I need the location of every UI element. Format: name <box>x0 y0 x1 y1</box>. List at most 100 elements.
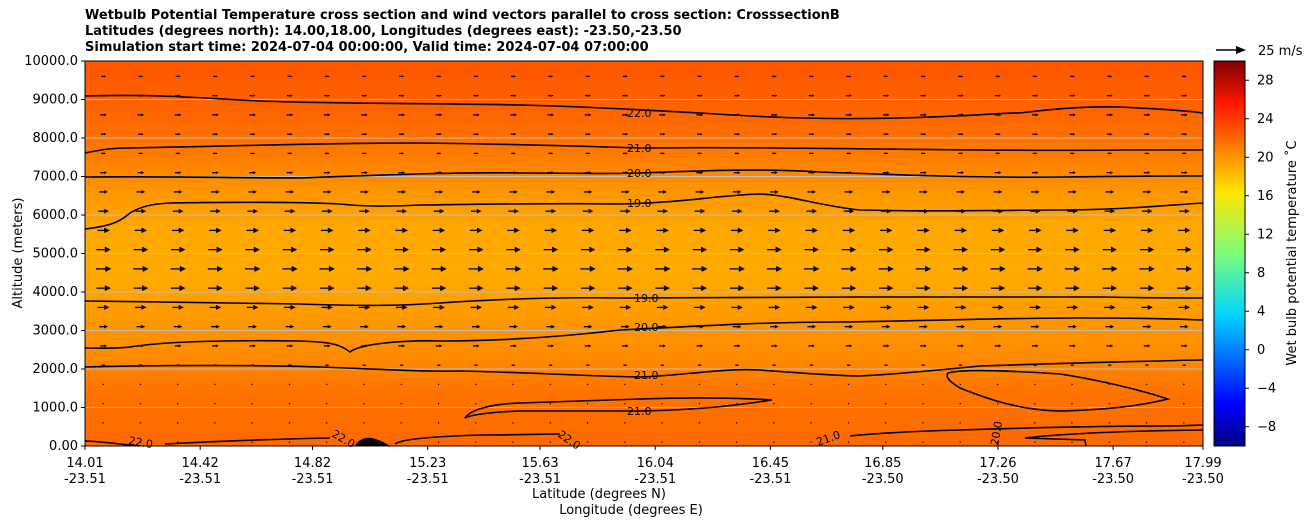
wind-arrow-head <box>849 208 855 214</box>
wind-arrow-head <box>811 132 815 136</box>
wind-arrow-head <box>812 208 817 214</box>
wind-arrow-head <box>812 189 817 194</box>
wind-arrow-head <box>290 171 294 175</box>
y-axis: 0.00 1000.0 2000.0 3000.0 4000.0 5000.0 6000.0… <box>24 54 85 454</box>
colorbar-tick-label: 4 <box>1257 304 1265 319</box>
wind-arrow-head <box>142 246 149 253</box>
wind-arrow-head <box>141 324 146 329</box>
wind-arrow-head <box>475 402 477 405</box>
wind-arrow-head <box>103 75 107 78</box>
wind-arrow-head <box>588 189 593 194</box>
wind-arrow-head <box>1183 402 1185 405</box>
wind-arrow-head <box>661 402 664 405</box>
contour-label: 19.0 <box>634 292 659 305</box>
wind-arrow-head <box>402 94 405 97</box>
wind-arrow-head <box>403 265 410 272</box>
wind-arrow-head <box>998 189 1003 194</box>
wind-arrow-head <box>178 208 184 214</box>
wind-arrow-head <box>588 344 592 348</box>
wind-arrow-head <box>476 364 479 367</box>
wind-arrow-head <box>737 75 740 78</box>
wind-arrow-head <box>847 421 850 424</box>
wind-arrow-head <box>551 132 554 136</box>
wind-arrow-head <box>102 421 105 424</box>
wind-arrow-head <box>663 285 670 292</box>
wind-arrow-head <box>1110 324 1115 329</box>
wind-arrow-head <box>960 364 963 367</box>
wind-arrow-head <box>552 265 559 272</box>
wind-arrow-head <box>363 383 365 386</box>
wind-arrow-head <box>923 132 927 136</box>
chart-title: Wetbulb Potential Temperature cross sect… <box>85 8 840 56</box>
wind-arrow-head <box>1034 441 1036 444</box>
wind-arrow-head <box>141 208 147 214</box>
wind-arrow-head <box>290 152 293 155</box>
contour-label: 21.0 <box>634 369 659 382</box>
wind-arrow-head <box>104 189 108 194</box>
wind-arrow-head <box>1110 132 1113 136</box>
wind-arrow-head <box>1072 364 1075 367</box>
wind-arrow-head <box>366 265 373 272</box>
wind-arrow-head <box>1184 113 1188 117</box>
wind-arrow-head <box>774 152 777 155</box>
wind-arrow-head <box>774 324 779 329</box>
wind-arrow-head <box>215 208 221 214</box>
wind-arrow-head <box>624 441 626 444</box>
wind-arrow-head <box>1035 189 1040 194</box>
wind-arrow-head <box>438 441 440 444</box>
wind-arrow-head <box>141 227 148 234</box>
wind-arrow-head <box>328 285 335 292</box>
y-tick-label: 1000.0 <box>33 401 79 416</box>
wind-arrow-head <box>923 324 928 329</box>
wind-arrow-head <box>887 285 894 292</box>
wind-arrow-head <box>252 75 256 78</box>
wind-arrow-head <box>1035 75 1038 78</box>
wind-arrow-head <box>439 75 442 78</box>
wind-arrow-head <box>215 344 219 348</box>
x-tick-label-lon: -23.50 <box>1092 472 1134 487</box>
wind-arrow-head <box>290 132 293 136</box>
wind-arrow-head <box>326 421 328 424</box>
wind-arrow-head <box>810 421 813 424</box>
wind-arrow-head <box>178 304 184 310</box>
wind-arrow-head <box>288 441 291 444</box>
wind-arrow-head <box>1035 171 1039 175</box>
wind-arrow-head <box>737 304 743 310</box>
wind-arrow-head <box>216 304 222 310</box>
wind-arrow-head <box>1186 265 1193 272</box>
wind-arrow-head <box>402 246 409 253</box>
y-tick-label: 3000.0 <box>33 324 79 339</box>
colorbar-tick-label: 16 <box>1257 189 1274 204</box>
colorbar-tick-label: 12 <box>1257 227 1274 242</box>
wind-arrow-head <box>812 304 818 310</box>
wind-arrow-head <box>700 94 703 97</box>
wind-arrow-head <box>215 152 218 155</box>
wind-arrow-head <box>587 402 589 405</box>
wind-arrow-head <box>922 383 924 386</box>
wind-arrow-head <box>476 132 480 136</box>
x-tick-label-lon: -23.50 <box>1182 472 1224 487</box>
wind-arrow-head <box>1035 132 1039 136</box>
contour-21-right-loop <box>946 369 1171 412</box>
x-tick-label-lon: -23.50 <box>977 472 1019 487</box>
wind-arrow-head <box>1110 364 1112 367</box>
wind-arrow-head <box>923 364 926 367</box>
wind-arrow-head <box>624 383 626 386</box>
wind-arrow-head <box>812 246 819 253</box>
wind-arrow-head <box>1147 324 1152 329</box>
wind-arrow-head <box>476 227 483 234</box>
wind-arrow-head <box>1111 285 1118 292</box>
wind-arrow-head <box>886 364 889 367</box>
colorbar-tick-label: 28 <box>1257 73 1274 88</box>
wind-arrow-head <box>849 132 852 136</box>
quiver-key-label: 25 m/s <box>1258 44 1303 59</box>
wind-arrow-head <box>141 189 146 194</box>
wind-arrow-head <box>997 421 999 424</box>
wind-arrow-head <box>1071 402 1074 405</box>
wind-arrow-head <box>402 344 406 348</box>
wind-arrow-head <box>439 132 442 136</box>
wind-arrow-head <box>252 94 256 97</box>
wind-arrow-head <box>141 171 145 175</box>
x-tick-label-lat: 15.23 <box>409 456 446 471</box>
wind-arrow-head <box>588 94 591 97</box>
